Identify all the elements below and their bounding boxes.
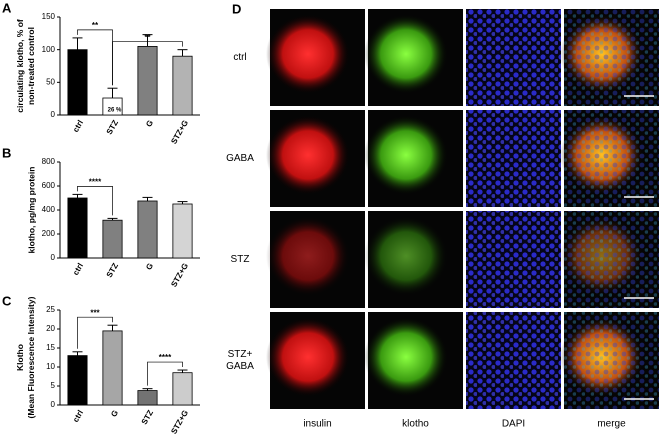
- significance-label: ***: [90, 308, 100, 317]
- x-tick-label: STZ: [105, 261, 120, 279]
- y-tick-label: 100: [42, 45, 56, 54]
- x-tick-label: STZ+G: [169, 262, 190, 289]
- y-tick-label: 800: [42, 157, 56, 166]
- row-label: ctrl: [233, 52, 246, 63]
- bar: [172, 372, 193, 406]
- nuclei-overlay: [564, 211, 659, 308]
- significance-label: ****: [159, 353, 172, 362]
- nuclei-overlay: [564, 9, 659, 106]
- value-label: 26 %: [108, 108, 122, 114]
- micrograph-bg: [466, 211, 561, 308]
- bar: [102, 219, 123, 259]
- y-axis-label: Klotho: [15, 344, 25, 371]
- column-label: merge: [597, 419, 626, 430]
- x-tick-label: ctrl: [71, 262, 85, 277]
- y-axis-label: klotho, pg/mg protein: [26, 167, 36, 254]
- x-tick-label: STZ+G: [169, 409, 190, 434]
- significance-bracket: [147, 361, 183, 386]
- y-tick-label: 0: [51, 110, 56, 119]
- islet: [266, 317, 350, 397]
- x-tick-label: ctrl: [71, 119, 85, 134]
- micrograph-bg: [466, 312, 561, 409]
- islet: [364, 216, 448, 296]
- bar: [67, 49, 88, 116]
- nuclei-overlay: [564, 110, 659, 207]
- panel-letter: C: [2, 293, 12, 308]
- micrograph-bg: [466, 9, 561, 106]
- bar: [172, 203, 193, 259]
- bar: [102, 97, 123, 116]
- y-tick-label: 200: [42, 229, 56, 238]
- panel-letter: A: [2, 0, 12, 15]
- panel-letter: D: [232, 1, 241, 16]
- x-tick-label: G: [109, 409, 120, 419]
- row-label: GABA: [226, 153, 254, 164]
- bar: [137, 200, 158, 259]
- significance-label: **: [144, 33, 151, 42]
- column-label: klotho: [402, 419, 429, 430]
- column-label: insulin: [303, 419, 331, 430]
- bar: [137, 46, 158, 116]
- x-tick-label: ctrl: [71, 409, 85, 424]
- islet: [266, 14, 350, 94]
- y-axis-label: non-treated control: [26, 27, 36, 105]
- y-tick-label: 15: [46, 343, 55, 352]
- bar: [137, 390, 158, 406]
- bar: [67, 355, 88, 406]
- significance-bracket: [77, 316, 113, 349]
- y-tick-label: 10: [46, 362, 55, 371]
- significance-bracket: [112, 41, 183, 86]
- y-tick-label: 25: [46, 305, 55, 314]
- islet: [364, 14, 448, 94]
- x-tick-label: STZ: [105, 118, 120, 136]
- y-tick-label: 400: [42, 205, 56, 214]
- row-label: STZ: [231, 254, 250, 265]
- panel-letter: B: [2, 145, 11, 160]
- significance-label: ****: [89, 178, 102, 187]
- column-label: DAPI: [502, 419, 525, 430]
- x-tick-label: STZ: [140, 408, 155, 426]
- row-label: GABA: [226, 361, 254, 372]
- y-tick-label: 5: [51, 381, 56, 390]
- islet: [266, 216, 350, 296]
- y-tick-label: 0: [51, 400, 56, 409]
- micrograph-bg: [466, 110, 561, 207]
- x-tick-label: G: [144, 119, 155, 129]
- bar: [172, 55, 193, 116]
- y-tick-label: 150: [42, 12, 56, 21]
- islet: [266, 115, 350, 195]
- y-tick-label: 50: [46, 77, 55, 86]
- significance-label: **: [92, 21, 99, 30]
- bar: [102, 330, 123, 406]
- y-tick-label: 20: [46, 324, 55, 333]
- nuclei-overlay: [564, 312, 659, 409]
- y-tick-label: 0: [51, 253, 56, 262]
- y-tick-label: 600: [42, 181, 56, 190]
- significance-bracket: [77, 186, 113, 216]
- x-tick-label: G: [144, 262, 155, 272]
- y-axis-label: circulating klotho, % of: [15, 19, 25, 113]
- y-axis-label: (Mean Fluorescence Intensity): [26, 296, 36, 418]
- x-tick-label: STZ+G: [169, 119, 190, 146]
- bar: [67, 197, 88, 259]
- row-label: STZ+: [228, 349, 253, 360]
- islet: [364, 317, 448, 397]
- islet: [364, 115, 448, 195]
